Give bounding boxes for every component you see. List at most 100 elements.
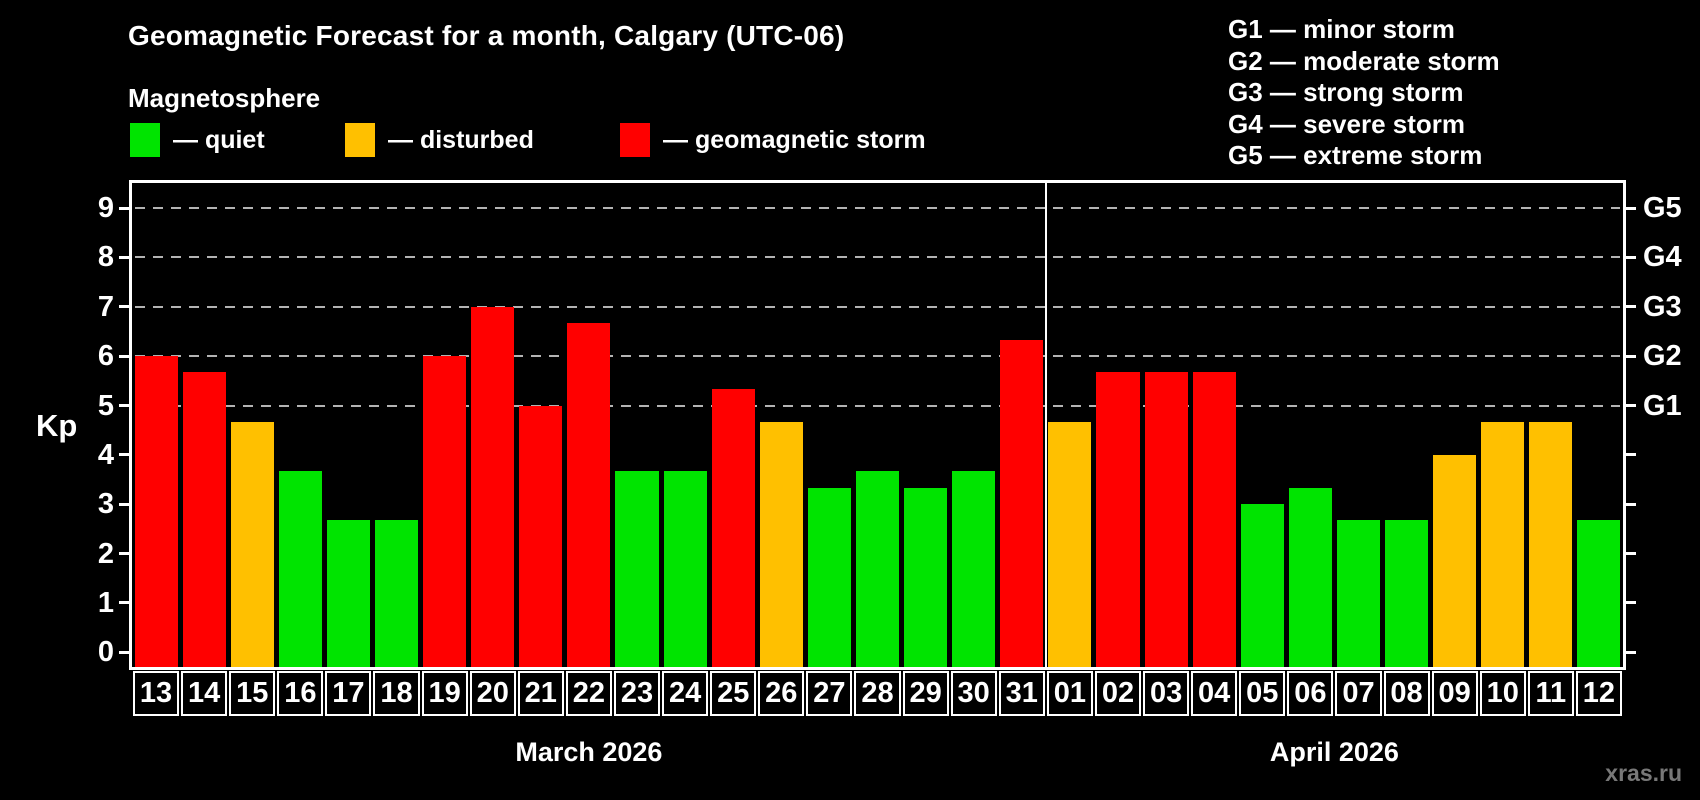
kp-bar-07 [1336,520,1380,667]
kp-bar-05 [1240,504,1284,667]
storm-color-swatch [620,123,650,157]
date-box-26: 26 [758,671,805,716]
kp-bar-26 [759,421,803,667]
date-box-02: 02 [1094,671,1142,716]
kp-bar-14 [182,372,226,667]
axis-tick-left [119,255,132,259]
date-box-12: 12 [1575,671,1622,716]
chart-title: Geomagnetic Forecast for a month, Calgar… [128,20,845,51]
axis-tick-right [1623,601,1636,605]
date-box-24: 24 [662,671,709,716]
date-box-16: 16 [277,671,324,716]
date-box-08: 08 [1383,671,1430,716]
axis-tick-right [1623,255,1636,259]
watermark: xras.ru [1605,760,1682,786]
y-tick-label-3: 3 [97,488,114,521]
date-box-25: 25 [710,671,757,716]
date-box-11: 11 [1527,671,1574,716]
kp-bar-28 [855,471,900,667]
kp-bar-02 [1096,372,1140,667]
month-divider [1044,183,1048,667]
kp-bar-12 [1577,520,1621,667]
date-box-04: 04 [1191,671,1238,716]
axis-tick-right [1623,650,1636,654]
date-box-20: 20 [469,671,516,716]
gridline-kp8 [135,256,1620,259]
axis-tick-left [119,502,132,506]
quiet-color-swatch [130,123,160,157]
kp-bar-10 [1481,421,1525,667]
month-label: April 2026 [1269,737,1399,767]
g-scale-legend-line: G3 — strong storm [1228,77,1464,108]
axis-tick-left [119,552,132,556]
axis-tick-right [1623,502,1636,506]
axis-tick-left [119,206,132,210]
y-tick-label-5: 5 [97,389,114,422]
legend-item-quiet: — quiet [130,123,265,157]
date-box-19: 19 [421,671,468,716]
kp-bar-23 [615,471,659,667]
axis-tick-right [1623,206,1636,210]
y-tick-label-1: 1 [97,586,114,619]
date-box-07: 07 [1335,671,1382,716]
g-axis-label-G2: G2 [1643,340,1682,373]
disturbed-color-swatch [345,123,375,157]
kp-bar-09 [1433,454,1477,667]
date-box-28: 28 [854,671,901,716]
date-box-27: 27 [806,671,853,716]
g-scale-legend-line: G4 — severe storm [1228,108,1466,139]
date-box-13: 13 [133,671,180,716]
axis-tick-left [119,453,132,457]
date-box-01: 01 [1046,671,1093,716]
y-tick-label-7: 7 [97,290,114,323]
y-tick-label-4: 4 [97,438,114,471]
g-axis-label-G1: G1 [1643,389,1682,422]
axis-tick-left [119,404,132,407]
y-tick-label-9: 9 [97,192,114,225]
date-box-10: 10 [1479,671,1526,716]
plot-frame [129,180,1626,670]
date-box-17: 17 [325,671,372,716]
legend-label: — disturbed [388,125,534,154]
gridline-kp6 [135,355,1620,358]
date-box-14: 14 [181,671,228,716]
y-tick-label-2: 2 [97,537,114,570]
gridline-kp5 [135,404,1620,407]
kp-bar-11 [1529,421,1573,667]
date-box-30: 30 [950,671,997,716]
kp-bar-31 [1000,339,1044,667]
kp-bar-24 [663,471,707,667]
g-scale-legend-line: G2 — moderate storm [1228,45,1500,76]
kp-bar-03 [1144,372,1188,667]
month-label: March 2026 [515,737,663,767]
date-box-23: 23 [613,671,661,716]
axis-tick-right [1623,404,1636,407]
y-tick-label-8: 8 [97,241,114,274]
kp-bar-30 [952,471,996,667]
kp-bar-01 [1048,421,1092,667]
kp-bar-15 [230,421,274,667]
kp-bar-27 [807,487,851,667]
date-box-06: 06 [1287,671,1334,716]
kp-bar-19 [423,356,467,667]
y-tick-label-6: 6 [97,340,114,373]
date-box-22: 22 [565,671,612,716]
date-box-18: 18 [373,671,420,716]
g-axis-label-G3: G3 [1643,290,1682,323]
axis-tick-right [1623,305,1636,309]
kp-bar-22 [567,323,611,667]
kp-bar-18 [374,520,419,667]
axis-tick-left [119,305,132,309]
date-box-29: 29 [902,671,949,716]
date-box-21: 21 [517,671,564,716]
g-scale-legend: G1 — minor storm G2 — moderate storm G3 — … [1228,14,1500,172]
legend-item-disturbed: — disturbed [345,123,534,157]
axis-tick-left [119,601,132,605]
legend-label: — quiet [173,125,265,154]
axis-tick-right [1623,453,1636,457]
kp-bar-29 [904,487,948,667]
kp-bar-21 [519,405,563,667]
y-tick-label-0: 0 [97,636,114,669]
axis-tick-left [119,354,132,358]
